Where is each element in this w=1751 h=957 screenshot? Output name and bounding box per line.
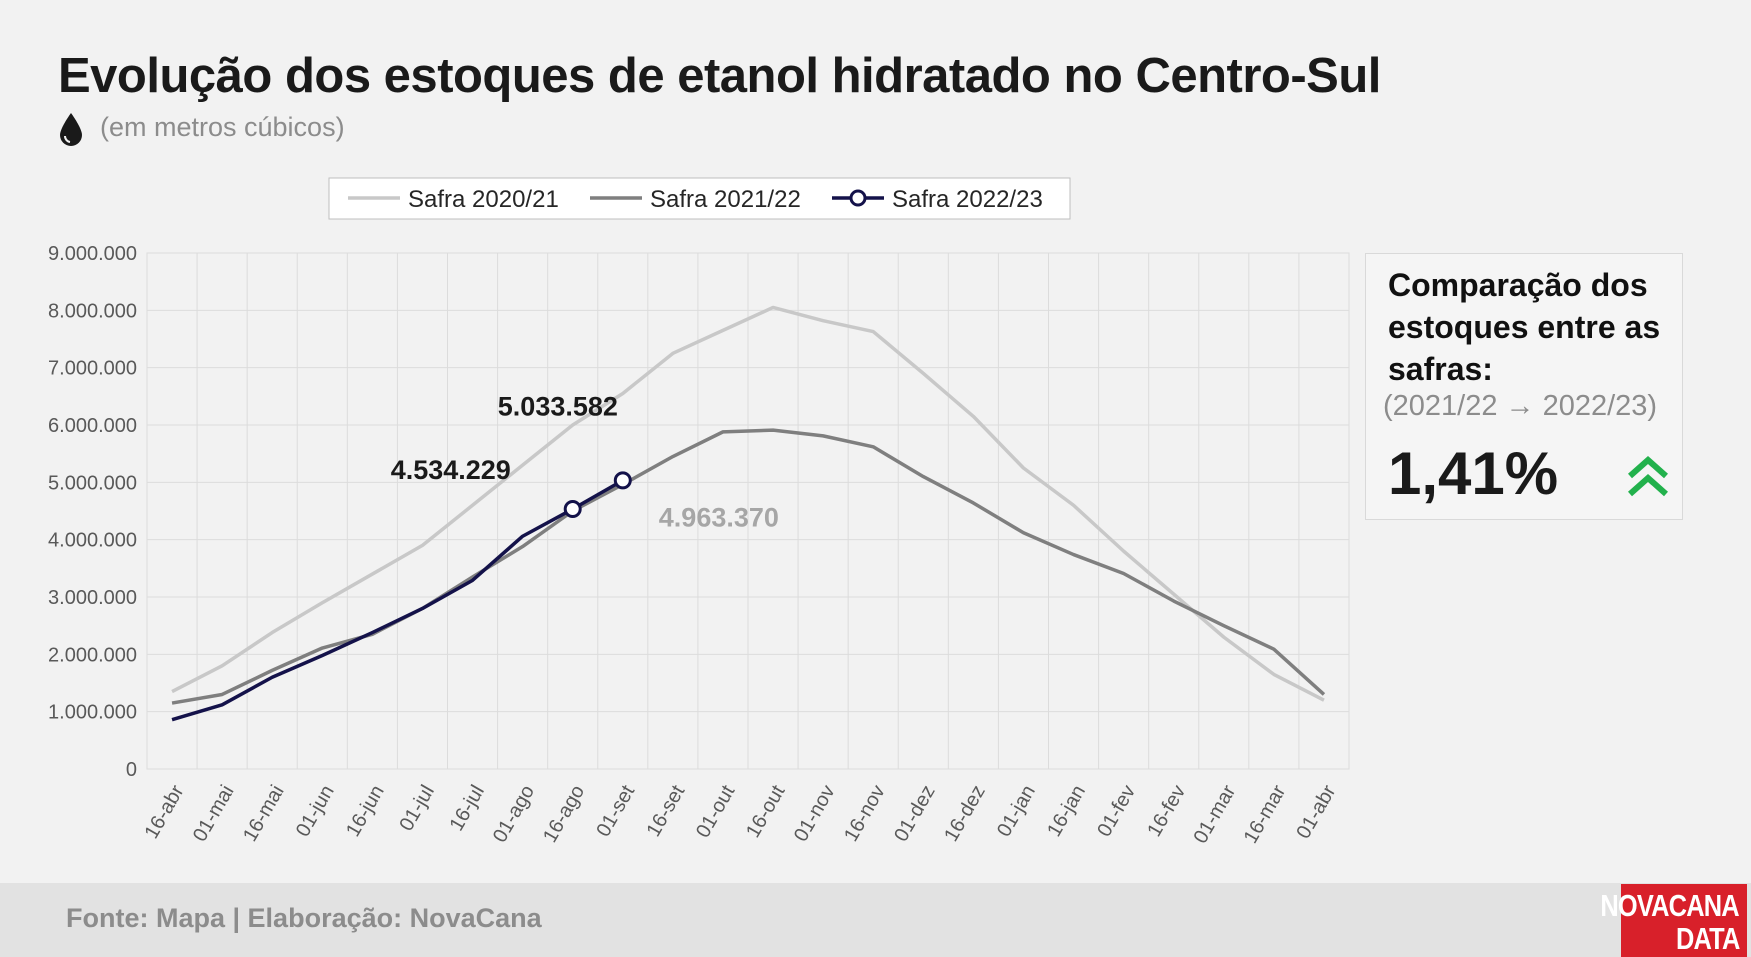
x-tick-label: 01-fev (1093, 782, 1140, 841)
legend-label: Safra 2022/23 (892, 186, 1043, 213)
series-line (171, 478, 624, 722)
panel-title: Comparação dos estoques entre as safras: (1388, 267, 1661, 387)
chart-title: Evolução dos estoques de etanol hidratad… (58, 49, 1381, 103)
x-tick-label: 16-nov (840, 782, 890, 846)
y-tick-label: 0 (126, 759, 137, 781)
data-label: 4.963.370 (659, 502, 779, 532)
y-tick-label: 1.000.000 (48, 702, 137, 724)
drop-icon (60, 113, 82, 146)
x-tick-label: 01-ago (489, 782, 539, 847)
double-chevron-up-icon (1628, 455, 1668, 497)
legend-box (328, 177, 1071, 220)
comparison-panel: Comparação dos estoques entre as safras:… (1365, 253, 1683, 520)
x-tick-label: 16-dez (940, 782, 990, 846)
x-tick-label: 16-ago (539, 782, 589, 847)
logo-text-top: NOVACANA (1600, 888, 1740, 923)
x-tick-label: 01-abr (1292, 781, 1340, 842)
legend-marker (849, 189, 867, 207)
x-tick-label: 16-mai (239, 782, 289, 846)
data-label: 4.534.229 (391, 455, 511, 485)
x-tick-label: 01-dez (890, 782, 940, 846)
panel-percentage: 1,41% (1388, 440, 1559, 507)
novacana-logo: NOVACANA DATA (1601, 884, 1747, 957)
y-tick-label: 9.000.000 (48, 243, 137, 265)
x-tick-label: 01-mai (189, 782, 239, 846)
source-text: Fonte: Mapa | Elaboração: NovaCana (66, 903, 542, 933)
y-tick-label: 5.000.000 (48, 472, 137, 494)
data-point-marker (563, 500, 582, 519)
data-point-marker (613, 471, 632, 490)
y-tick-label: 2.000.000 (48, 644, 137, 666)
x-tick-label: 01-mar (1190, 781, 1241, 847)
x-tick-label: 01-nov (790, 782, 840, 846)
y-tick-label: 7.000.000 (48, 358, 137, 380)
y-tick-label: 3.000.000 (48, 587, 137, 609)
legend-label: Safra 2020/21 (408, 186, 559, 213)
y-tick-label: 8.000.000 (48, 300, 137, 322)
chart-subtitle: (em metros cúbicos) (100, 112, 345, 142)
x-tick-label: 16-fev (1143, 782, 1190, 841)
x-tick-label: 01-out (692, 781, 740, 841)
panel-period: (2021/22 → 2022/23) (1383, 390, 1658, 422)
y-tick-label: 4.000.000 (48, 530, 137, 552)
footer: Fonte: Mapa | Elaboração: NovaCana (0, 883, 1751, 957)
x-tick-label: 16-set (642, 781, 689, 841)
x-tick-label: 01-jan (993, 781, 1040, 840)
x-tick-label: 16-jun (342, 782, 389, 841)
legend-label: Safra 2021/22 (650, 186, 801, 213)
series-line (171, 305, 1325, 702)
x-tick-label: 01-set (592, 781, 639, 841)
x-tick-label: 16-out (742, 781, 790, 841)
line-chart: 0 1.000.000 2.000.000 3.000.000 4.000.000 5.0… (48, 177, 1350, 847)
x-tick-label: 16-jul (445, 782, 489, 835)
y-tick-label: 6.000.000 (48, 415, 137, 437)
logo-text-bottom: DATA (1675, 921, 1739, 956)
x-tick-label: 16-abr (141, 781, 189, 842)
x-tick-label: 01-jun (292, 782, 339, 841)
x-tick-label: 16-jan (1043, 782, 1090, 841)
x-tick-label: 01-jul (395, 782, 439, 835)
data-label: 5.033.582 (498, 391, 618, 421)
x-tick-label: 16-mar (1240, 781, 1291, 847)
